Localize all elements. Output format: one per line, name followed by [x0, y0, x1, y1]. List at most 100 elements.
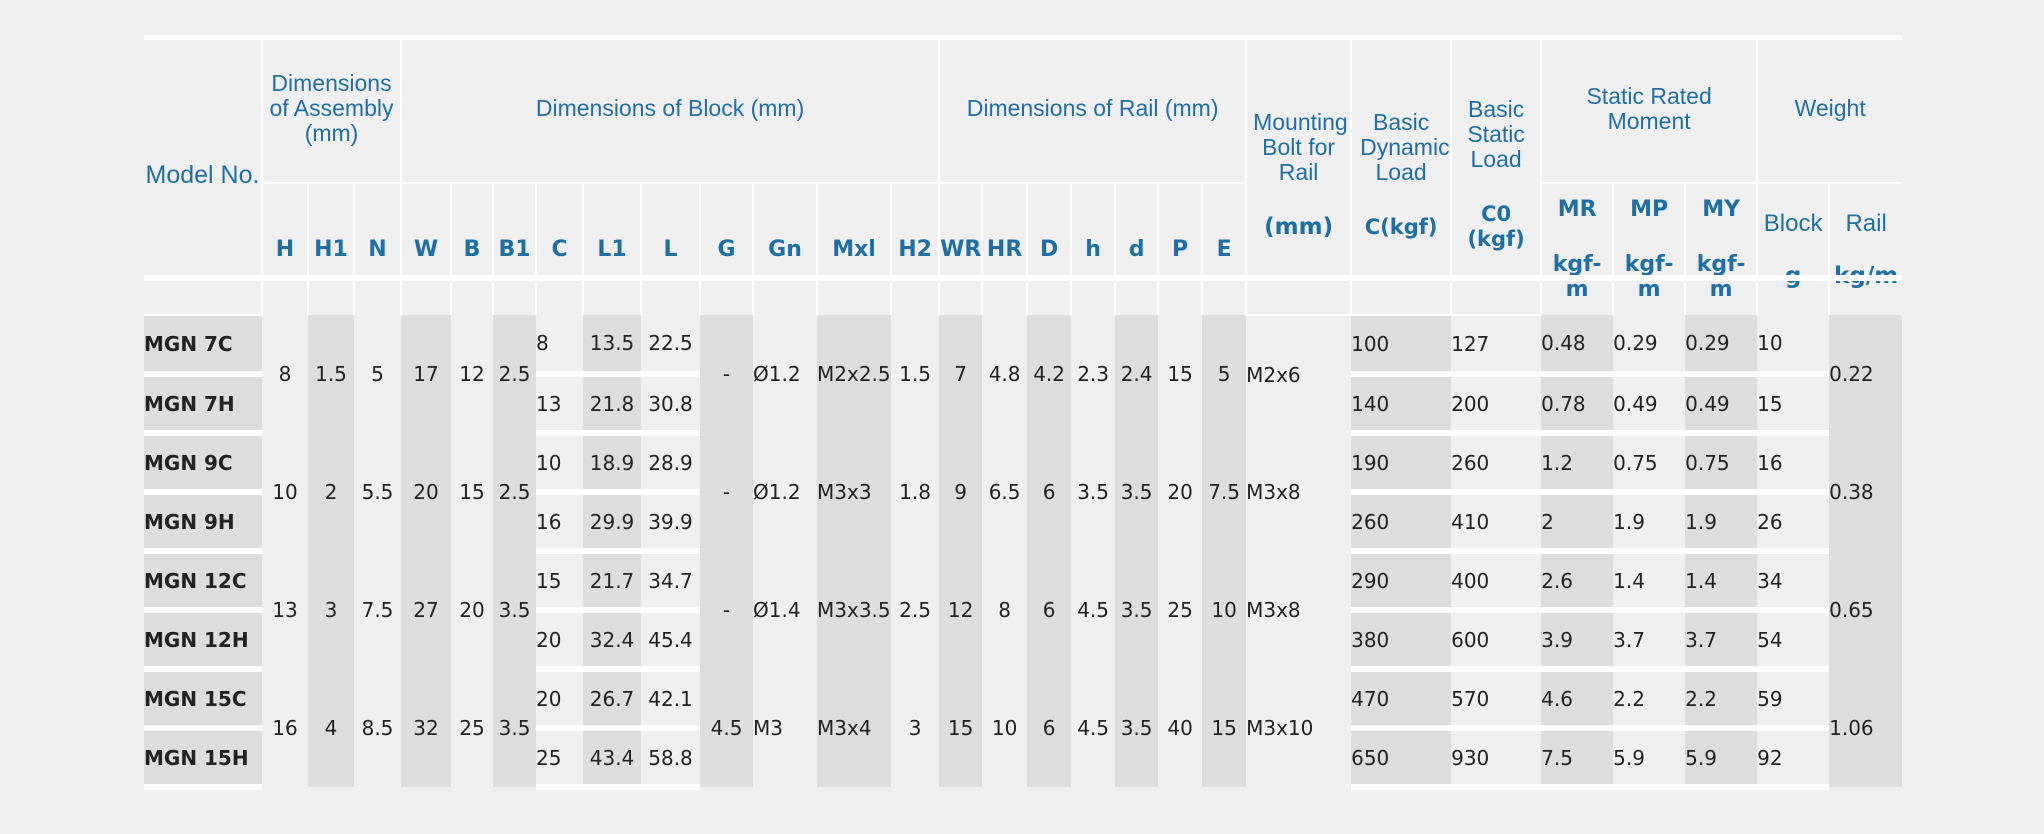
- cell-model: MGN 12H: [144, 610, 262, 672]
- cell-model: MGN 12C: [144, 551, 262, 613]
- col-MR: MR kgf-m: [1540, 183, 1614, 315]
- cell-model: MGN 7H: [144, 374, 262, 436]
- cell-MP: 1.4: [1613, 551, 1686, 613]
- col-B1: B1: [492, 183, 537, 315]
- cell-B1: 3.5: [493, 551, 537, 669]
- cell-W: 27: [401, 551, 452, 669]
- cell-Gn: M3: [753, 669, 818, 787]
- cell-MP: 0.49: [1613, 374, 1686, 436]
- col-G: G: [699, 183, 754, 315]
- header-mounting-bolt-unit: (mm): [1264, 213, 1334, 240]
- col-C: C: [535, 183, 584, 315]
- cell-D: 6: [1027, 551, 1072, 669]
- cell-L1: 43.4: [583, 728, 642, 790]
- cell-P: 20: [1158, 433, 1203, 551]
- cell-N: 8.5: [354, 669, 402, 787]
- cell-block: 26: [1757, 492, 1830, 554]
- cell-C: 20: [536, 669, 584, 731]
- cell-H1: 4: [308, 669, 354, 787]
- cell-rail-weight: 0.65: [1829, 551, 1903, 669]
- cell-C: 15: [536, 551, 584, 613]
- header-dynamic-load-label: Basic Dynamic Load: [1360, 108, 1450, 185]
- col-HR: HR: [981, 183, 1028, 315]
- col-MP: MP kgf-m: [1612, 183, 1686, 315]
- cell-bolt: M3x10: [1246, 669, 1352, 787]
- header-static-moment: Static Rated Moment: [1540, 35, 1758, 184]
- cell-MP: 0.75: [1613, 433, 1686, 495]
- cell-N: 7.5: [354, 551, 402, 669]
- cell-N: 5.5: [354, 433, 402, 551]
- cell-MY: 2.2: [1685, 669, 1758, 731]
- col-W: W: [400, 183, 452, 315]
- col-MY: MY kgf-m: [1684, 183, 1758, 315]
- header-static-load-unit: C0 (kgf): [1467, 202, 1525, 251]
- cell-L: 39.9: [641, 492, 701, 554]
- cell-L1: 21.8: [583, 374, 642, 436]
- cell-L1: 21.7: [583, 551, 642, 613]
- cell-Gn: Ø1.2: [753, 315, 818, 433]
- cell-H1: 3: [308, 551, 354, 669]
- cell-dyn: 380: [1351, 610, 1452, 672]
- cell-dyn: 290: [1351, 551, 1452, 613]
- cell-MY: 0.49: [1685, 374, 1758, 436]
- cell-L1: 29.9: [583, 492, 642, 554]
- col-d: d: [1114, 183, 1159, 315]
- cell-W: 32: [401, 669, 452, 787]
- col-Mxl: Mxl: [816, 183, 892, 315]
- cell-H2: 3: [891, 669, 940, 787]
- cell-dyn: 260: [1351, 492, 1452, 554]
- cell-B: 25: [451, 669, 494, 787]
- cell-stat: 600: [1451, 610, 1542, 672]
- header-weight: Weight: [1756, 35, 1903, 184]
- table-row: MGN 9C 10 2 5.5 20 15 2.5 10 18.9 28.9- Ø1.2 M3x3 1.…: [144, 433, 1903, 551]
- cell-H: 8: [262, 315, 308, 433]
- cell-stat: 260: [1451, 433, 1542, 495]
- cell-dyn: 650: [1351, 728, 1452, 790]
- cell-L1: 13.5: [583, 315, 642, 377]
- cell-h: 4.5: [1071, 669, 1116, 787]
- cell-block: 54: [1757, 610, 1830, 672]
- table-row: MGN 7C 8 1.5 5 17 12 2.5 8 13.5 22.5- Ø1.2 M2x2.5 1.…: [144, 315, 1903, 433]
- cell-rail-weight: 0.22: [1829, 315, 1903, 433]
- cell-MP: 1.9: [1613, 492, 1686, 554]
- cell-H: 13: [262, 551, 308, 669]
- cell-MR: 0.78: [1541, 374, 1614, 436]
- cell-E: 5: [1202, 315, 1247, 433]
- cell-H: 10: [262, 433, 308, 551]
- col-block-weight-label: Block: [1763, 209, 1823, 237]
- cell-Mxl: M3x4: [817, 669, 892, 787]
- cell-bolt: M3x8: [1246, 433, 1352, 551]
- cell-E: 10: [1202, 551, 1247, 669]
- cell-MY: 1.4: [1685, 551, 1758, 613]
- cell-L: 58.8: [641, 728, 701, 790]
- header-dynamic-load: Basic Dynamic Load C(kgf): [1350, 35, 1452, 316]
- cell-B: 12: [451, 315, 494, 433]
- cell-WR: 9: [939, 433, 983, 551]
- col-P: P: [1157, 183, 1203, 315]
- cell-C: 16: [536, 492, 584, 554]
- cell-d: 3.5: [1115, 551, 1159, 669]
- cell-block: 59: [1757, 669, 1830, 731]
- cell-h: 4.5: [1071, 551, 1116, 669]
- cell-HR: 10: [982, 669, 1028, 787]
- cell-d: 2.4: [1115, 315, 1159, 433]
- col-L1: L1: [582, 183, 642, 315]
- cell-HR: 6.5: [982, 433, 1028, 551]
- col-H: H: [261, 183, 308, 315]
- cell-L1: 26.7: [583, 669, 642, 731]
- header-body-divider: [144, 275, 1902, 281]
- cell-MR: 3.9: [1541, 610, 1614, 672]
- cell-P: 40: [1158, 669, 1203, 787]
- cell-dyn: 190: [1351, 433, 1452, 495]
- cell-H: 16: [262, 669, 308, 787]
- cell-L1: 18.9: [583, 433, 642, 495]
- table-row: MGN 9H 16 29.9 39.9 260 410 2 1.9 1.9 26: [144, 492, 1902, 554]
- cell-dyn: 100: [1351, 315, 1452, 377]
- cell-WR: 12: [939, 551, 983, 669]
- table-row: MGN 12H 20 32.4 45.4 380 600 3.9 3.7 3.7 54: [144, 610, 1902, 672]
- cell-bolt: M2x6: [1246, 315, 1352, 433]
- cell-model: MGN 9H: [144, 492, 262, 554]
- cell-L: 45.4: [641, 610, 701, 672]
- table-row: MGN 12C 13 3 7.5 27 20 3.5 15 21.7 34.7- Ø1.4 M3x3.…: [144, 551, 1903, 669]
- header-mounting-bolt-label: Mounting Bolt for Rail: [1253, 108, 1348, 185]
